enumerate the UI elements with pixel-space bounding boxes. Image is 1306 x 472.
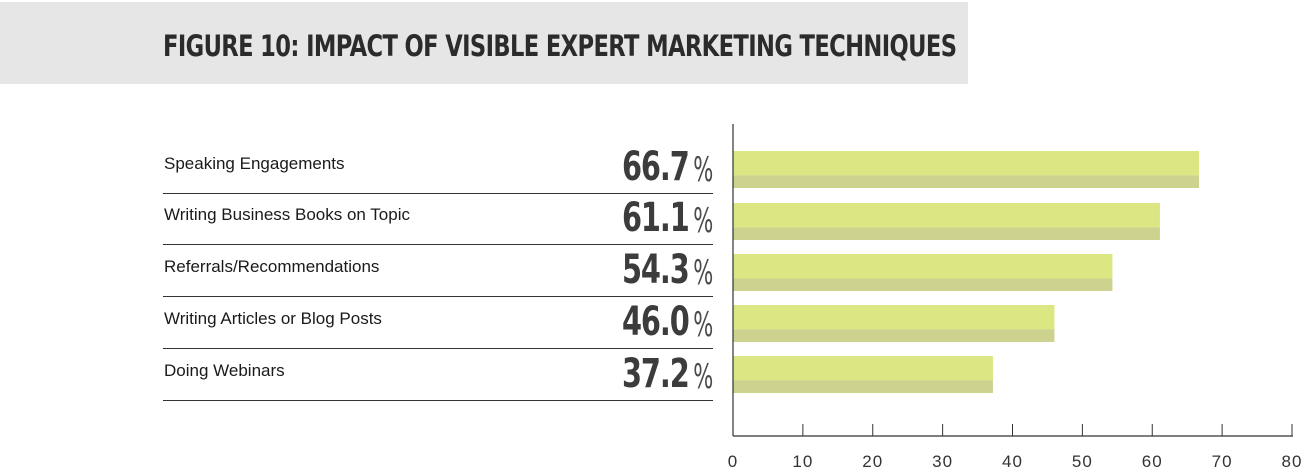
bar xyxy=(733,151,1200,188)
category-label: Writing Business Books on Topic xyxy=(164,205,410,224)
data-label: 54.3 xyxy=(622,247,690,293)
percent-sign: % xyxy=(692,253,713,293)
x-tick-label: 30 xyxy=(932,452,953,471)
bar-bottom-band xyxy=(733,175,1200,188)
x-tick-label: 20 xyxy=(862,452,883,471)
bar-top-band xyxy=(733,203,1160,228)
bar-bottom-band xyxy=(733,278,1113,291)
percent-sign: % xyxy=(692,150,713,190)
x-tick-label: 10 xyxy=(792,452,813,471)
bar-bottom-band xyxy=(733,329,1055,342)
x-tick-label: 70 xyxy=(1212,452,1233,471)
category-label: Referrals/Recommendations xyxy=(164,257,380,276)
category-label: Writing Articles or Blog Posts xyxy=(164,309,382,328)
x-tick-label: 60 xyxy=(1142,452,1163,471)
x-tick-label: 0 xyxy=(728,452,738,471)
chart-title: FIGURE 10: IMPACT OF VISIBLE EXPERT MARK… xyxy=(163,29,957,63)
row-speaking-engagements: Speaking Engagements 66.7 % xyxy=(163,142,713,194)
bar xyxy=(733,203,1160,240)
bar-bottom-band xyxy=(733,380,993,393)
bar-top-band xyxy=(733,151,1200,176)
data-label: 66.7 xyxy=(622,144,690,190)
category-label: Doing Webinars xyxy=(164,361,285,380)
row-divider xyxy=(163,244,713,245)
bar-bottom-band xyxy=(733,227,1160,240)
row-referrals-recommendations: Referrals/Recommendations 54.3 % xyxy=(163,245,713,297)
row-writing-articles: Writing Articles or Blog Posts 46.0 % xyxy=(163,297,713,349)
data-label: 61.1 xyxy=(622,195,690,241)
bar xyxy=(733,254,1113,291)
row-divider xyxy=(163,193,713,194)
data-label: 37.2 xyxy=(622,351,690,397)
category-label: Speaking Engagements xyxy=(164,154,345,173)
percent-sign: % xyxy=(692,357,713,397)
row-divider xyxy=(163,400,713,401)
x-tick-label: 40 xyxy=(1002,452,1023,471)
row-divider xyxy=(163,296,713,297)
bar-top-band xyxy=(733,254,1113,279)
x-tick-label: 50 xyxy=(1072,452,1093,471)
data-label: 46.0 xyxy=(622,299,690,345)
row-doing-webinars: Doing Webinars 37.2 % xyxy=(163,349,713,401)
bar-top-band xyxy=(733,356,993,381)
x-tick-label: 80 xyxy=(1282,452,1303,471)
row-divider xyxy=(163,348,713,349)
bar-top-band xyxy=(733,305,1055,330)
row-writing-business-books: Writing Business Books on Topic 61.1 % xyxy=(163,193,713,245)
percent-sign: % xyxy=(692,201,713,241)
percent-sign: % xyxy=(692,305,713,345)
bar xyxy=(733,356,993,393)
title-banner: FIGURE 10: IMPACT OF VISIBLE EXPERT MARK… xyxy=(0,2,968,84)
bar xyxy=(733,305,1055,342)
